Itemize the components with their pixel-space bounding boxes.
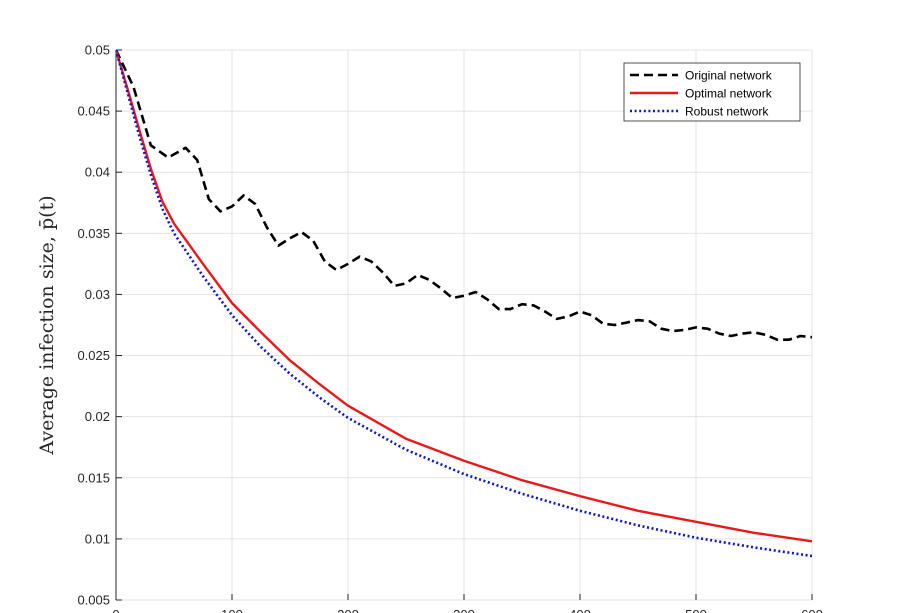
x-tick-label: 200 bbox=[337, 607, 359, 613]
y-tick-label: 0.03 bbox=[85, 287, 110, 302]
legend-label-2: Optimal network bbox=[685, 87, 773, 101]
legend-label-1: Original network bbox=[685, 69, 773, 83]
y-axis-title: Average infection size, p̄(t) bbox=[36, 195, 58, 455]
series-line-2 bbox=[116, 50, 812, 543]
x-tick-label: 100 bbox=[221, 607, 243, 613]
x-tick-label: 600 bbox=[801, 607, 823, 613]
axes bbox=[115, 49, 813, 601]
x-tick-labels: 0 100 200 300 400 500 600 bbox=[112, 607, 822, 613]
y-tick-label: 0.01 bbox=[85, 531, 110, 546]
series-lines bbox=[116, 50, 812, 558]
y-tick-label: 0.02 bbox=[85, 409, 110, 424]
legend: Original network Optimal network Robust ne… bbox=[623, 62, 801, 122]
y-tick-label: 0.035 bbox=[77, 226, 110, 241]
x-tick-label: 300 bbox=[453, 607, 475, 613]
y-tick-labels: 0.005 0.01 0.015 0.02 0.025 0.03 0.035 0.04 0.04… bbox=[77, 43, 110, 608]
y-tick-label: 0.045 bbox=[77, 104, 110, 119]
x-tick-label: 500 bbox=[685, 607, 707, 613]
x-tick-label: 400 bbox=[569, 607, 591, 613]
series-line-1 bbox=[116, 50, 812, 341]
y-tick-label: 0.05 bbox=[85, 43, 110, 58]
y-tick-label: 0.025 bbox=[77, 348, 110, 363]
legend-label-3: Robust network bbox=[685, 105, 769, 119]
y-tick-label: 0.015 bbox=[77, 470, 110, 485]
y-tick-label: 0.005 bbox=[77, 593, 110, 608]
y-tick-label: 0.04 bbox=[85, 165, 110, 180]
x-tick-label: 0 bbox=[112, 607, 119, 613]
